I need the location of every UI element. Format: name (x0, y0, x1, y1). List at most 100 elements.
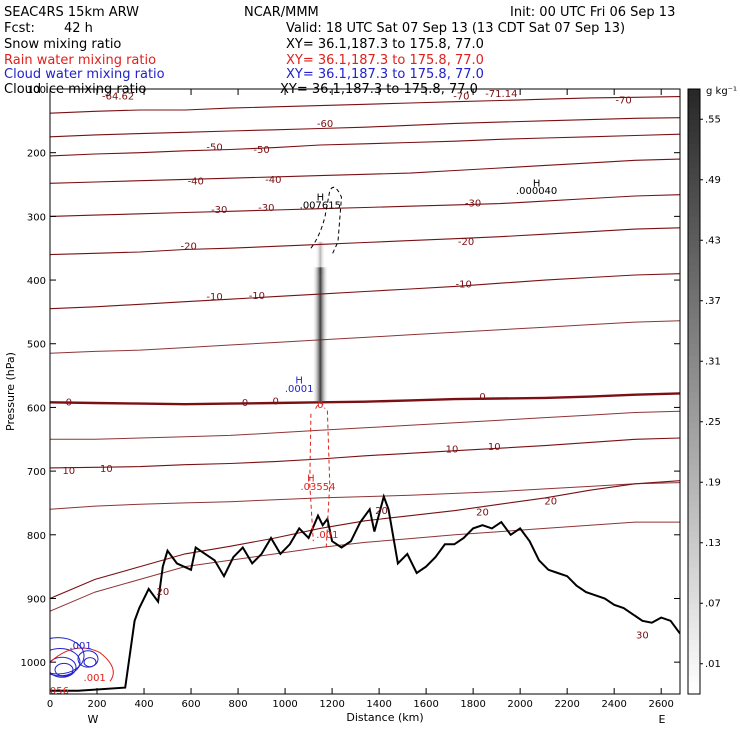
contour-label: -70 (453, 92, 469, 103)
colorbar-segment (688, 651, 700, 659)
model-title: SEAC4RS 15km ARW (4, 5, 139, 20)
y-tick-label: 700 (27, 467, 46, 478)
colorbar-segment (688, 300, 700, 308)
contour-label: -30 (258, 203, 274, 214)
colorbar-segment (688, 306, 700, 314)
field-name-rain: Rain water mixing ratio (4, 53, 156, 68)
x-tick-label: 1000 (272, 699, 297, 710)
colorbar-segment (688, 95, 700, 102)
x-axis-label: Distance (km) (346, 711, 423, 724)
colorbar-segment (688, 318, 700, 326)
colorbar-segment (688, 228, 700, 235)
cloud-water-contours (50, 637, 114, 682)
colorbar-segment (688, 324, 700, 332)
x-tick-label: 2200 (554, 699, 579, 710)
y-tick-label: 800 (27, 531, 46, 542)
colorbar-segment (688, 615, 700, 622)
colorbar-segment (688, 185, 700, 193)
colorbar-segment (688, 518, 700, 526)
contour-label: -30 (465, 199, 481, 210)
colorbar-segment (688, 482, 700, 489)
cloud-water-contour (50, 656, 77, 678)
colorbar-segment (688, 663, 700, 671)
colorbar-unit: g kg⁻¹ (706, 86, 737, 97)
figure-header: SEAC4RS 15km ARW NCAR/MMM Init: 00 UTC F… (4, 5, 675, 97)
colorbar-segment (688, 89, 700, 96)
colorbar-segment (688, 191, 700, 199)
contour-label: -10 (249, 291, 265, 302)
colorbar-segment (688, 645, 700, 653)
rain-contour (315, 402, 326, 409)
colorbar-segment (688, 276, 700, 284)
colorbar-label: .01 (705, 659, 721, 670)
colorbar-segment (688, 415, 700, 423)
colorbar-label: .25 (705, 417, 721, 428)
x-tick-label: 200 (87, 699, 106, 710)
colorbar-segment (688, 397, 700, 405)
colorbar-segment (688, 373, 700, 380)
contour-label: 20 (476, 508, 489, 519)
contour-label: -64.62 (102, 92, 134, 103)
colorbar-segment (688, 258, 700, 266)
colorbar-segment (688, 603, 700, 610)
contour-label: 30 (636, 630, 649, 641)
colorbar-segment (688, 349, 700, 356)
contour-label: 10 (488, 442, 501, 453)
isotherm-20 (50, 480, 680, 600)
contour-label: -20 (458, 237, 474, 248)
west-end-label: W (88, 713, 99, 726)
y-axis-label: Pressure (hPa) (4, 352, 17, 431)
colorbar-segment (688, 548, 700, 556)
field-xy-rain: XY= 36.1,187.3 to 175.8, 77.0 (286, 53, 484, 68)
colorbar-segment (688, 203, 700, 211)
colorbar-segment (688, 445, 700, 453)
colorbar-segment (688, 427, 700, 435)
colorbar-segment (688, 391, 700, 399)
colorbar-segment (688, 125, 700, 132)
colorbar-segment (688, 149, 700, 157)
rain-contours (309, 402, 331, 548)
colorbar-segment (688, 343, 700, 350)
colorbar-segment (688, 101, 700, 108)
colorbar-segment (688, 385, 700, 393)
contour-label: 20 (375, 506, 388, 517)
contour-label: 0 (272, 397, 278, 408)
colorbar-segment (688, 179, 700, 187)
colorbar-segment (688, 107, 700, 114)
colorbar-segment (688, 167, 700, 175)
colorbar-segment (688, 609, 700, 616)
colorbar-segment (688, 113, 700, 120)
contour-label: -40 (188, 176, 204, 187)
contour-label: -50 (206, 143, 222, 154)
colorbar-segment (688, 500, 700, 508)
y-tick-label: 600 (27, 403, 46, 414)
isotherm-0 (50, 392, 680, 406)
contour-label: -30 (211, 205, 227, 216)
x-tick-label: 2400 (601, 699, 626, 710)
colorbar-segment (688, 337, 700, 344)
colorbar-segment (688, 210, 700, 217)
colorbar-segment (688, 476, 700, 483)
colorbar-segment (688, 331, 700, 338)
plot-area: -64.62 -70 -71.14 -70 -60 -50 -50 -40 -40 -30 -30 -… (50, 89, 680, 694)
colorbar-segment (688, 542, 700, 550)
x-tick-label: 800 (229, 699, 248, 710)
colorbar-segment (688, 452, 700, 459)
colorbar-segment (688, 355, 700, 362)
east-end-label: E (659, 713, 666, 726)
colorbar-segment (688, 246, 700, 253)
colorbar-label: .37 (705, 296, 721, 307)
contour-label: .001 (84, 673, 106, 684)
colorbar-segment (688, 675, 700, 683)
colorbar-segment (688, 222, 700, 229)
contour-label: -50 (253, 145, 269, 156)
colorbar-segment (688, 252, 700, 259)
colorbar-segment (688, 379, 700, 387)
x-tick-label: 2600 (648, 699, 673, 710)
colorbar-segment (688, 409, 700, 417)
field-xy-snow: XY= 36.1,187.3 to 175.8, 77.0 (286, 37, 484, 52)
field-name-cloud-water: Cloud water mixing ratio (4, 67, 165, 82)
colorbar-segment (688, 669, 700, 677)
x-tick-label: 1800 (460, 699, 485, 710)
colorbar-segment (688, 687, 700, 695)
